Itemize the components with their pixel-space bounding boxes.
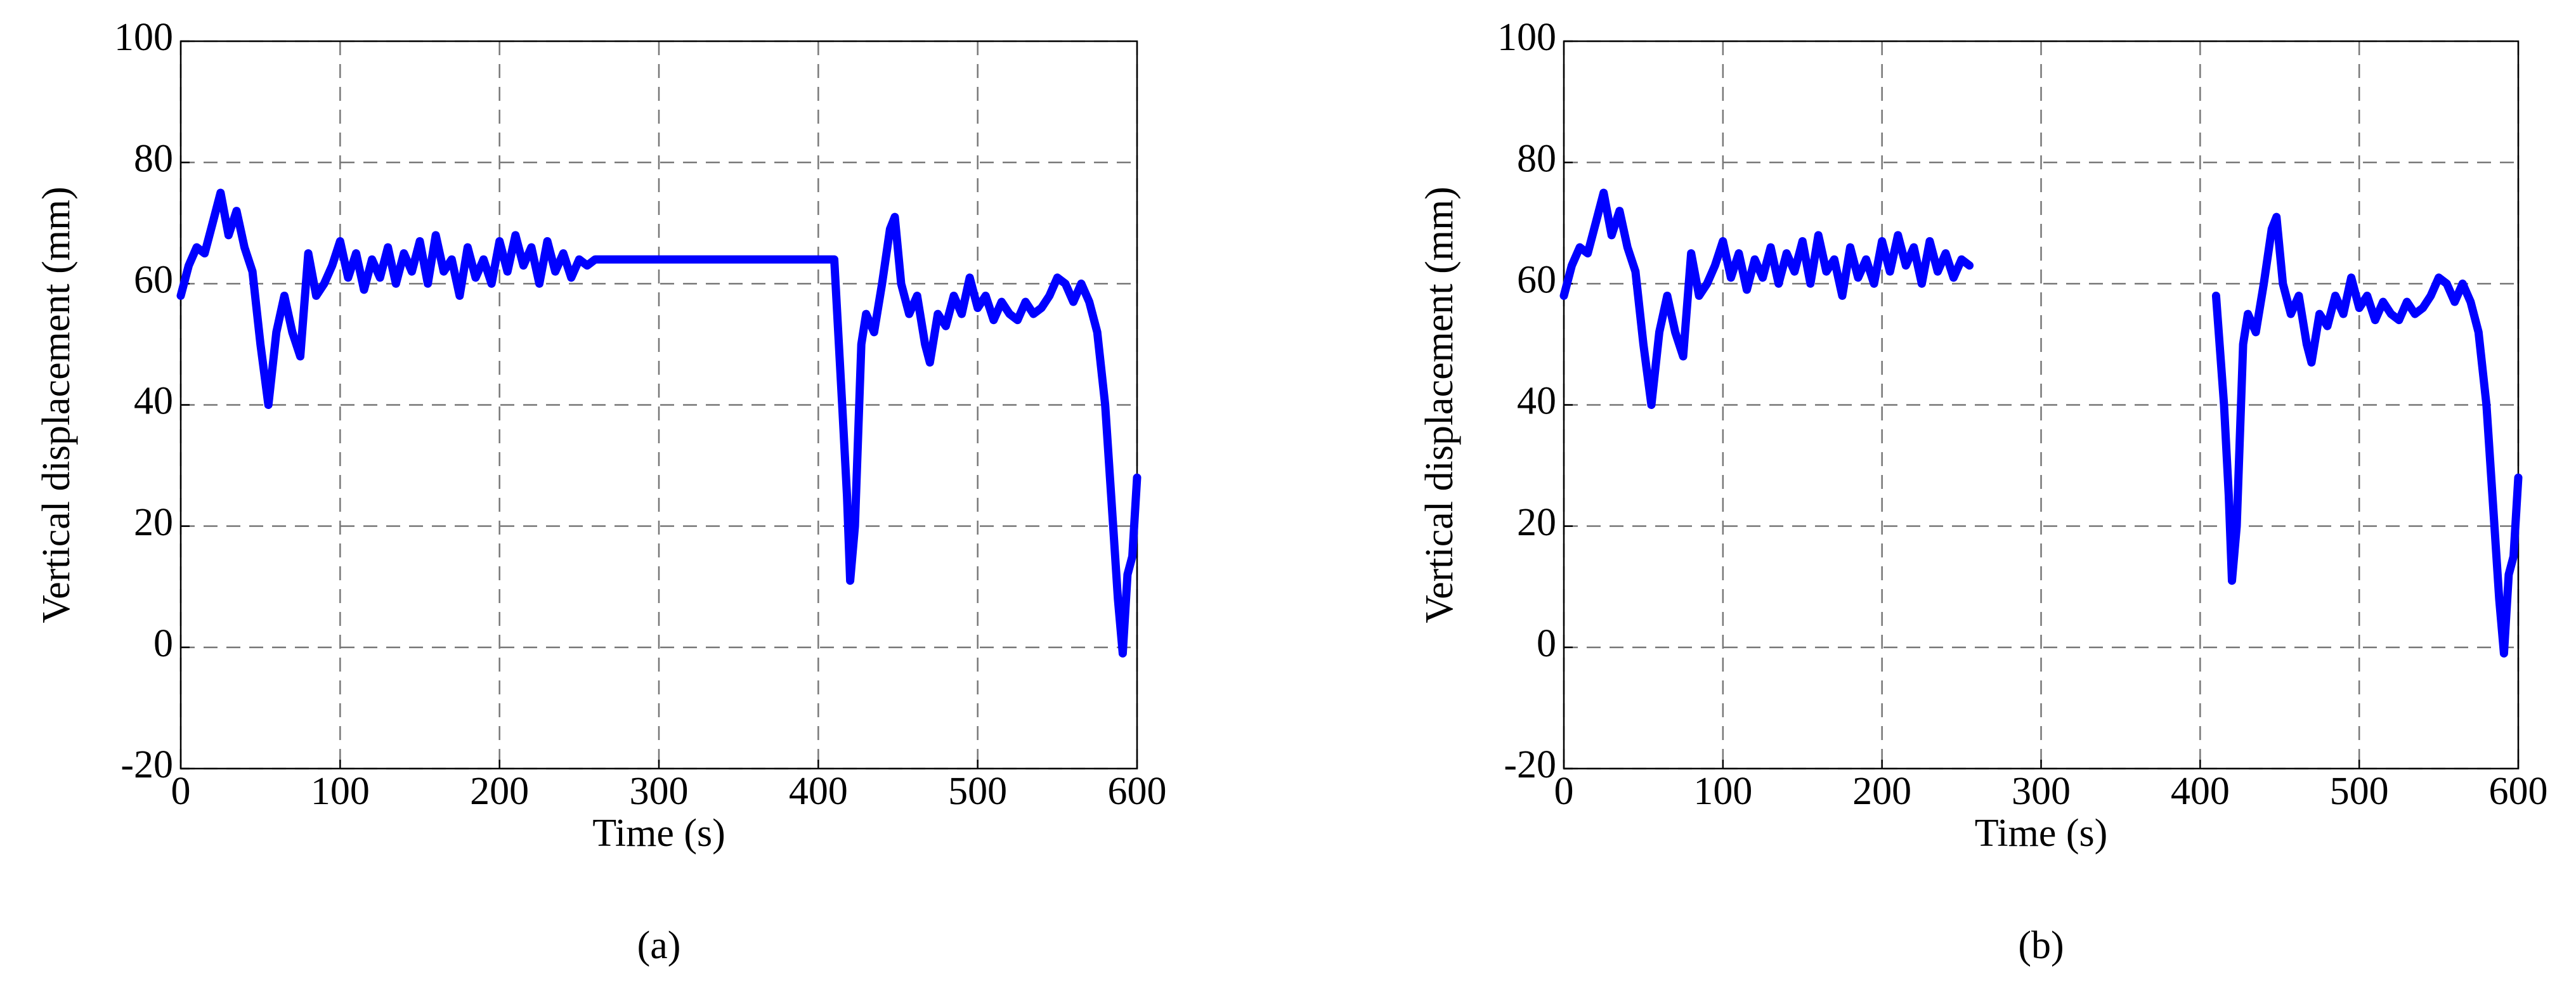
x-tick-label: 300	[2012, 770, 2071, 813]
y-axis-label: Vertical displacement (mm)	[1418, 186, 1461, 623]
x-tick-label: 100	[311, 770, 370, 813]
y-tick-label: 0	[1537, 622, 1556, 665]
y-tick-label: 60	[134, 259, 173, 302]
data-line	[2211, 212, 2523, 658]
y-axis-label: Vertical displacement (mm)	[35, 186, 78, 623]
x-tick-label: 200	[1852, 770, 1911, 813]
caption: (b)	[2018, 924, 2064, 967]
x-tick-label: 600	[2489, 770, 2548, 813]
x-tick-label: 300	[630, 770, 689, 813]
x-tick-label: 500	[2330, 770, 2389, 813]
caption: (a)	[637, 924, 681, 967]
x-tick-label: 600	[1108, 770, 1167, 813]
x-tick-label: 200	[470, 770, 529, 813]
y-tick-label: 100	[1497, 16, 1556, 59]
y-tick-label: -20	[120, 743, 173, 786]
data-line	[176, 188, 1142, 658]
x-axis-label: Time (s)	[1975, 812, 2108, 855]
y-tick-label: 40	[134, 380, 173, 423]
axes-box	[1563, 40, 2520, 770]
data-line	[1559, 188, 1974, 409]
x-tick-label: 400	[789, 770, 848, 813]
y-tick-label: 40	[1517, 380, 1556, 423]
x-tick-label: 100	[1693, 770, 1752, 813]
y-tick-label: 60	[1517, 259, 1556, 302]
y-tick-label: 0	[153, 622, 173, 665]
y-tick-label: -20	[1504, 743, 1556, 786]
axes-box	[179, 40, 1138, 770]
x-axis-label: Time (s)	[592, 812, 725, 855]
x-tick-label: 0	[1554, 770, 1574, 813]
x-tick-label: 0	[171, 770, 191, 813]
y-tick-label: 100	[114, 16, 173, 59]
y-tick-label: 80	[1517, 137, 1556, 180]
x-tick-label: 500	[948, 770, 1007, 813]
y-tick-label: 80	[134, 137, 173, 180]
x-tick-label: 400	[2171, 770, 2230, 813]
y-tick-label: 20	[134, 501, 173, 544]
y-tick-label: 20	[1517, 501, 1556, 544]
